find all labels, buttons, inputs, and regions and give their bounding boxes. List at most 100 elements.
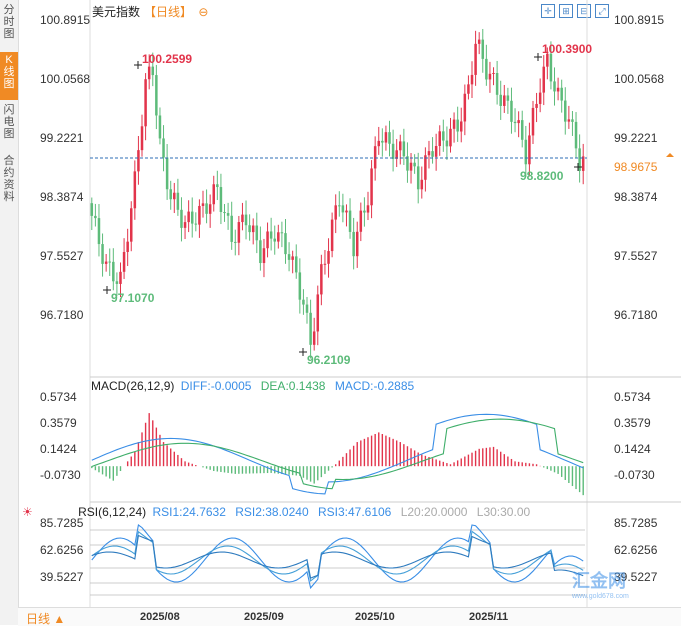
candle-body — [169, 189, 172, 200]
candle-body — [255, 225, 259, 241]
x-label: 2025/10 — [355, 611, 395, 623]
candle-body — [524, 139, 528, 165]
y-tick-label: 100.0568 — [40, 72, 90, 86]
period-label[interactable]: 【日线】 — [144, 5, 193, 19]
candle-body — [165, 157, 169, 190]
instrument-name: 美元指数 — [92, 5, 141, 19]
rsi-tick-label: 62.6256 — [614, 543, 658, 557]
candle-body — [363, 210, 366, 213]
crosshair-icon[interactable]: ✛ — [541, 4, 555, 18]
price-annotation: 100.2599 — [142, 52, 192, 66]
y-tick-label: 100.0568 — [614, 72, 664, 86]
candle-body — [269, 231, 273, 239]
tab-timeshare[interactable]: 分时图 — [3, 4, 15, 40]
candle-body — [119, 271, 122, 284]
y-tick-label: 98.3874 — [614, 190, 658, 204]
candle-body — [201, 203, 205, 206]
candle-body — [94, 215, 97, 219]
candle-body — [155, 75, 158, 116]
period-select[interactable]: 日线 ▲ — [26, 612, 66, 626]
macd-tick-label: -0.0730 — [40, 468, 81, 482]
candle-body — [316, 294, 320, 332]
macd-tick-label: 0.5734 — [614, 390, 651, 404]
candle-body — [416, 166, 420, 190]
y-tick-label: 96.7180 — [614, 308, 658, 322]
sidebar-tabs: 分时图 K线图 闪电图 合约资料 — [0, 0, 19, 625]
price-annotation: 100.3900 — [542, 42, 592, 56]
candle-body — [574, 121, 578, 149]
candle-body — [273, 238, 276, 242]
candle-body — [338, 205, 341, 207]
candle-body — [456, 119, 459, 132]
candle-body — [230, 215, 233, 242]
rsi2-line — [91, 530, 584, 582]
macd-tick-label: 0.3579 — [614, 416, 651, 430]
price-annotation: 98.8200 — [520, 169, 564, 183]
candle-body — [481, 39, 485, 59]
candle-body — [147, 66, 151, 80]
y-tick-label: 99.2221 — [614, 131, 658, 145]
candle-body — [399, 141, 402, 151]
candle-body — [513, 121, 517, 124]
candle-body — [133, 171, 137, 209]
candle-body — [266, 231, 269, 249]
y-tick-label: 100.8915 — [614, 13, 664, 27]
candle-body — [108, 261, 111, 263]
candle-body — [90, 203, 94, 216]
candle-body — [463, 93, 467, 122]
tab-contract-info[interactable]: 合约资料 — [3, 155, 15, 203]
candle-body — [517, 120, 520, 124]
rsi-tick-label: 39.5227 — [40, 570, 84, 584]
tab-flash[interactable]: 闪电图 — [3, 104, 15, 140]
candle-body — [151, 66, 155, 76]
candle-body — [553, 81, 556, 92]
candle-body — [137, 150, 140, 172]
candle-body — [223, 211, 226, 214]
candle-body — [377, 140, 381, 147]
candle-body — [212, 184, 216, 205]
zoom-out-icon[interactable]: ⊟ — [577, 4, 591, 18]
candle-body — [474, 43, 477, 75]
diff-line — [91, 413, 584, 495]
candle-body — [112, 261, 115, 282]
candle-body — [305, 304, 309, 313]
candle-body — [503, 95, 506, 106]
candle-body — [477, 39, 481, 44]
circle-minus-icon[interactable]: ⊖ — [198, 5, 209, 19]
candle-body — [208, 204, 212, 214]
candle-body — [216, 184, 219, 188]
candle-body — [277, 232, 280, 242]
y-tick-label: 97.5527 — [40, 249, 84, 263]
candle-body — [234, 241, 237, 243]
candle-body — [499, 94, 502, 106]
x-label: 2025/09 — [244, 611, 284, 623]
candle-body — [420, 179, 424, 190]
expand-icon[interactable]: ⤢ — [595, 4, 609, 18]
sun-icon[interactable]: ☀ — [22, 505, 33, 519]
candle-body — [381, 140, 384, 143]
candle-body — [330, 219, 334, 252]
candle-body — [427, 151, 431, 156]
chart-header: 美元指数 【日线】 ⊖ — [92, 3, 208, 19]
candle-body — [162, 138, 165, 158]
candle-body — [327, 251, 330, 264]
candle-body — [190, 211, 194, 224]
candle-body — [101, 244, 104, 264]
candle-body — [144, 79, 147, 127]
candle-body — [581, 156, 585, 171]
candle-body — [452, 119, 456, 129]
candle-body — [345, 210, 348, 213]
candle-body — [528, 135, 531, 165]
tab-kline[interactable]: K线图 — [0, 52, 18, 100]
candle-body — [183, 222, 187, 228]
candle-body — [298, 272, 302, 300]
candle-body — [520, 120, 524, 140]
candle-body — [262, 248, 266, 264]
candle-body — [413, 162, 416, 167]
current-price-badge — [610, 159, 680, 175]
candle-body — [549, 53, 553, 82]
macd-tick-label: 0.3579 — [40, 416, 77, 430]
zoom-in-icon[interactable]: ⊞ — [559, 4, 573, 18]
candle-body — [237, 222, 241, 243]
